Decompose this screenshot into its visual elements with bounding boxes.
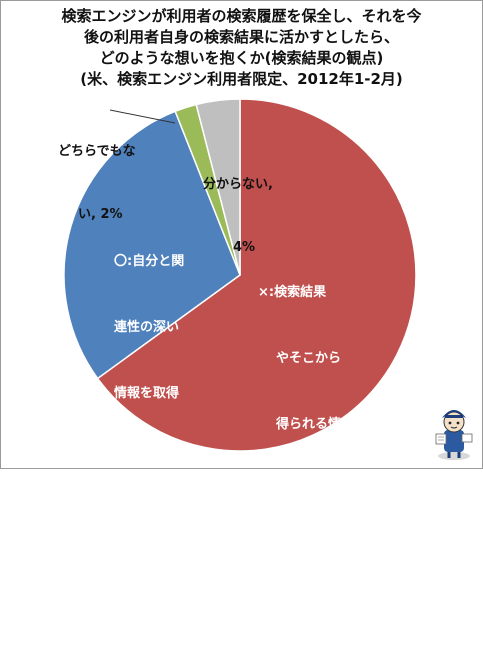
- label-positive-line-2: 連性の深い: [114, 320, 180, 335]
- title-line-2: 後の利用者自身の検索結果に活かすとしたら、: [83, 28, 399, 46]
- label-negative-line-1: ×:検索結果: [258, 285, 327, 300]
- label-negative-line-3: 得られる情: [276, 417, 342, 432]
- title-line-4: (米、検索エンジン利用者限定、2012年1-2月): [80, 70, 403, 88]
- label-neutral: どちらでもな い, 2%: [58, 99, 136, 246]
- label-unknown-line-2: 4%: [233, 240, 256, 255]
- label-unknown: 分からない, 4%: [203, 132, 273, 279]
- label-neutral-line-1: どちらでもな: [58, 144, 136, 159]
- label-negative-line-6: い, 65%: [296, 615, 350, 630]
- label-negative-line-2: やそこから: [276, 351, 342, 366]
- pie-slice-unknown: [195, 98, 241, 276]
- label-negative-line-4: 報が狭まる: [276, 483, 342, 498]
- label-unknown-line-1: 分からない,: [203, 177, 273, 192]
- label-positive-line-1: 〇:自分と関: [114, 254, 185, 269]
- label-negative-line-5: かもしれな: [276, 549, 342, 564]
- chart-title: 検索エンジンが利用者の検索履歴を保全し、それを今 後の利用者自身の検索結果に活か…: [0, 6, 483, 90]
- mascot-logo-icon: [435, 410, 473, 460]
- pie-slice-negative: [96, 98, 417, 452]
- label-negative: ×:検索結果 やそこから 得られる情 報が狭まる かもしれな い, 65%: [258, 238, 350, 656]
- title-line-3: どのような想いを抱くか(検索結果の観点): [99, 49, 384, 67]
- label-neutral-line-2: い, 2%: [78, 207, 123, 222]
- label-positive: 〇:自分と関 連性の深い 情報を取得 できる, 29%: [114, 207, 193, 493]
- pie-chart: [63, 98, 417, 452]
- label-positive-line-3: 情報を取得: [114, 386, 180, 401]
- label-positive-line-4: できる, 29%: [114, 452, 194, 467]
- title-line-1: 検索エンジンが利用者の検索履歴を保全し、それを今: [61, 7, 422, 25]
- leader-line-neutral: [109, 109, 176, 124]
- pie-slice-positive: [63, 110, 241, 380]
